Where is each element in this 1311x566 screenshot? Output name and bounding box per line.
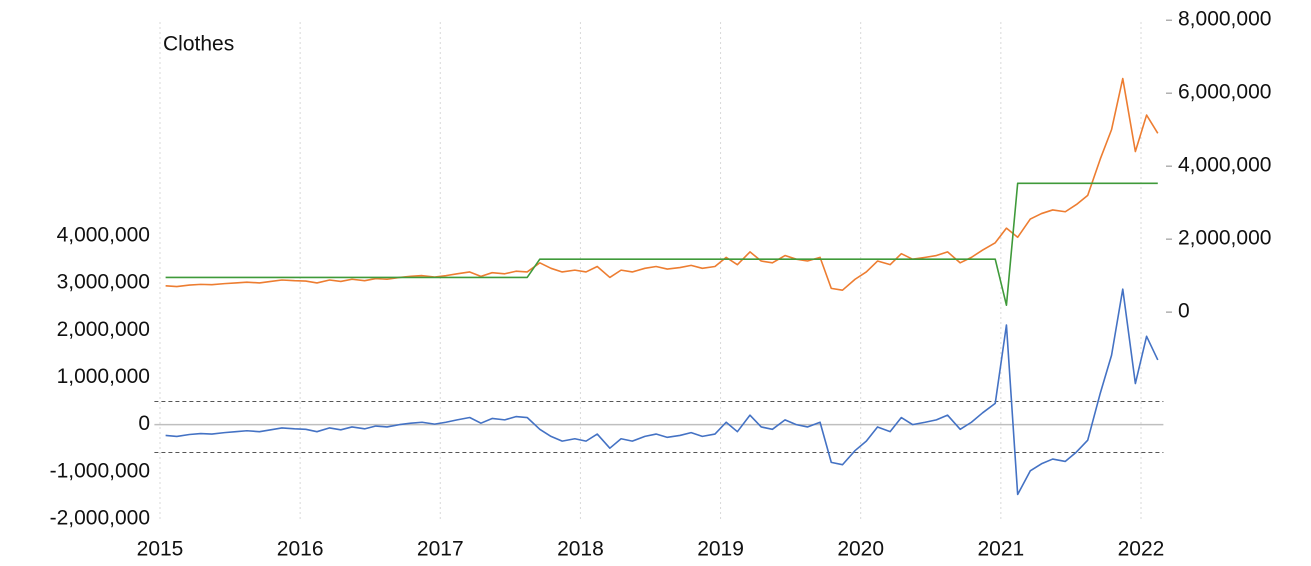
chart-title: Clothes	[163, 33, 234, 56]
y-tick-label: 0	[138, 412, 150, 435]
x-tick-label: 2021	[977, 538, 1024, 561]
x-tick-label: 2017	[417, 538, 464, 561]
y2-tick-label: 2,000,000	[1178, 227, 1271, 250]
y2-tick-label: 0	[1178, 300, 1190, 323]
y-tick-label: -1,000,000	[50, 459, 150, 482]
x-tick-label: 2018	[557, 538, 604, 561]
y-tick-label: -2,000,000	[50, 507, 150, 530]
x-tick-label: 2019	[697, 538, 744, 561]
y2-tick-label: 4,000,000	[1178, 154, 1271, 177]
x-tick-label: 2015	[137, 538, 184, 561]
y-tick-label: 2,000,000	[57, 318, 150, 341]
x-tick-label: 2020	[837, 538, 884, 561]
y2-tick-label: 8,000,000	[1178, 8, 1271, 31]
series-line	[165, 288, 1159, 496]
y-tick-label: 1,000,000	[57, 365, 150, 388]
x-tick-label: 2016	[277, 538, 324, 561]
x-tick-label: 2022	[1118, 538, 1165, 561]
y-tick-label: 4,000,000	[57, 223, 150, 246]
series-line	[165, 182, 1158, 306]
y-tick-label: 3,000,000	[57, 271, 150, 294]
y2-tick-label: 6,000,000	[1178, 81, 1271, 104]
series-line	[165, 77, 1159, 291]
